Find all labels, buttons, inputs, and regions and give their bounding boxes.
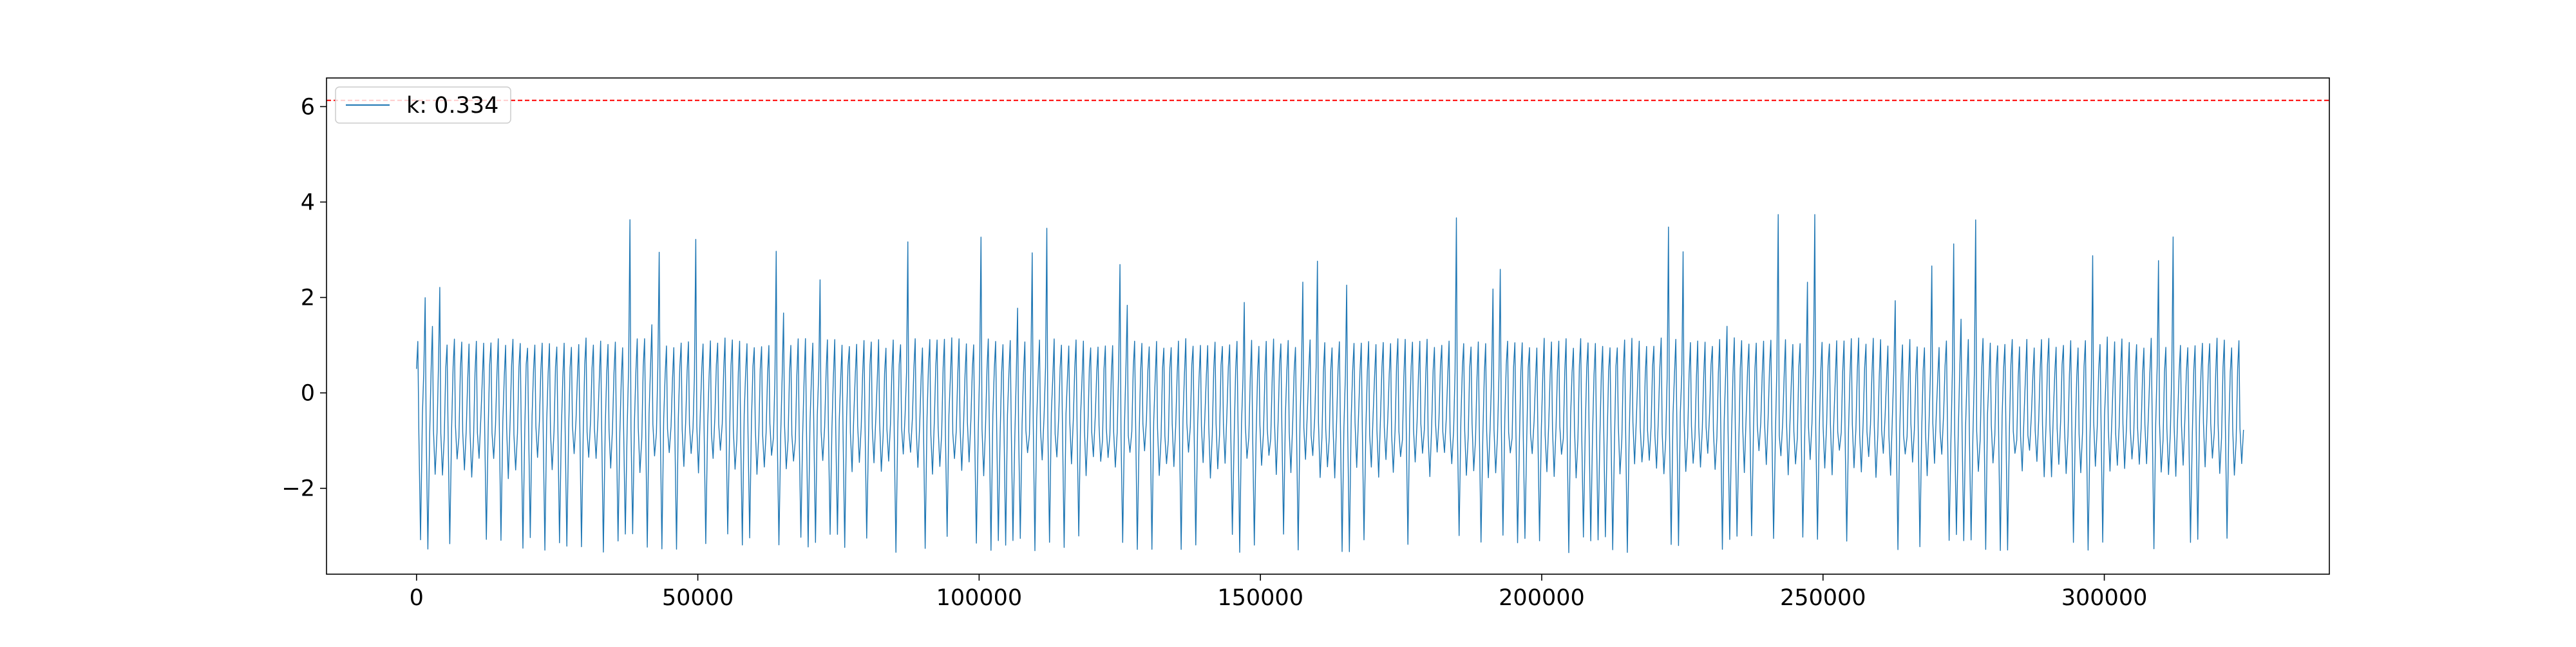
x-tick-label: 250000 (1780, 585, 1866, 611)
signal-series (416, 214, 2244, 554)
legend-box (335, 86, 511, 124)
legend-entry-label: k: 0.334 (406, 93, 498, 119)
x-tick-label: 200000 (1499, 585, 1585, 611)
x-tick-label: 300000 (2061, 585, 2148, 611)
axes-frame (326, 77, 2330, 575)
x-tick-label: 0 (410, 585, 424, 611)
x-tick-label: 150000 (1217, 585, 1303, 611)
y-tick-label: 6 (301, 94, 315, 120)
y-tick-label: −2 (281, 476, 315, 502)
x-axis-ticks: 0 50000 100000 150000 200000 250000 300000 (410, 574, 2148, 611)
y-tick-label: 0 (301, 381, 315, 407)
y-tick-label: 4 (301, 190, 315, 216)
y-axis-ticks: −2 0 2 4 6 (281, 94, 327, 502)
legend: k: 0.334 (335, 86, 511, 124)
x-tick-label: 100000 (936, 585, 1023, 611)
y-tick-label: 2 (301, 285, 315, 311)
x-tick-label: 50000 (662, 585, 734, 611)
series-line (416, 214, 2244, 554)
